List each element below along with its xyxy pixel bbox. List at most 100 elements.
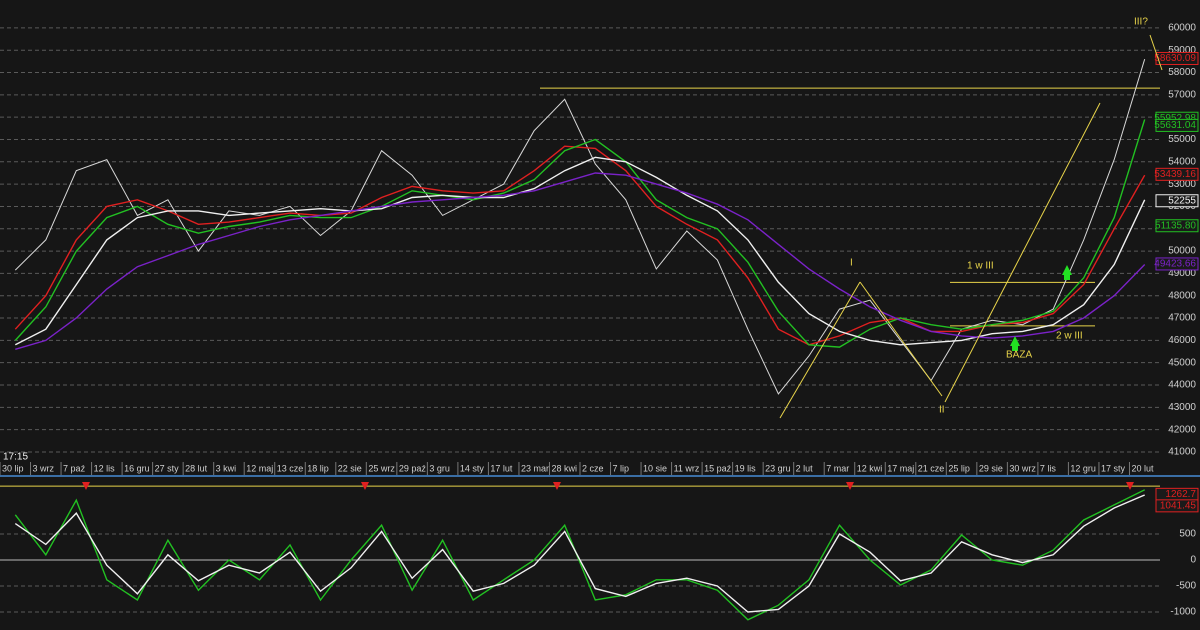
y-tick-label: 59000 [1168, 45, 1196, 56]
x-tick-label: 7 paź [63, 463, 86, 473]
last-value-box [1155, 257, 1199, 271]
x-tick-label: 28 kwi [551, 463, 577, 473]
last-value-box [1155, 499, 1199, 513]
x-tick-label: 30 wrz [1009, 463, 1036, 473]
x-tick-label: 25 lip [948, 463, 970, 473]
x-tick-label: 23 mar [521, 463, 549, 473]
x-tick-label: 3 gru [429, 463, 450, 473]
y-tick-label: 500 [1179, 529, 1196, 540]
x-tick-label: 10 sie [643, 463, 667, 473]
y-tick-label: -500 [1176, 581, 1196, 592]
series-line [14, 58, 1146, 395]
x-tick-label: 17 lut [490, 463, 513, 473]
last-value-label: 1041.45 [1160, 500, 1197, 511]
y-tick-label: 45000 [1168, 357, 1196, 368]
y-tick-label: 53000 [1168, 179, 1196, 190]
y-tick-label: 60000 [1168, 23, 1196, 34]
y-tick-label: 50000 [1168, 246, 1196, 257]
x-tick-label: 28 lut [185, 463, 208, 473]
x-tick-label: 18 lip [307, 463, 329, 473]
arrow-up [1062, 265, 1072, 275]
x-tick-label: 27 sty [155, 463, 180, 473]
last-value-label: 55631.04 [1154, 120, 1196, 131]
x-tick-label: 21 cze [918, 463, 945, 473]
x-tick-label: 29 sie [979, 463, 1003, 473]
annotation: I [850, 258, 853, 269]
signal-arrows [82, 482, 1134, 490]
x-tick-label: 12 kwi [857, 463, 883, 473]
plot: 41000 42000 43000 44000 45000 46000 47000 48000… [0, 23, 1199, 621]
x-tick-label: 11 wrz [674, 463, 700, 473]
last-value-label: 55952.98 [1154, 113, 1196, 124]
time-label: 17:15 [3, 452, 28, 463]
x-tick-label: 30 lip [2, 463, 24, 473]
series-line [14, 494, 1145, 613]
arrow-up [1010, 336, 1020, 346]
last-value-box [1155, 118, 1199, 132]
last-value-label: 1262.7 [1165, 489, 1196, 500]
x-tick-label: 17 sty [1101, 463, 1126, 473]
x-tick-label: 29 paź [399, 463, 427, 473]
y-tick-label: 0 [1190, 555, 1196, 566]
x-tick-label: 13 cze [277, 463, 304, 473]
x-tick-label: 12 maj [246, 463, 273, 473]
y-tick-label: 54000 [1168, 156, 1196, 167]
y-tick-label: 46000 [1168, 335, 1196, 346]
trend-line [1149, 34, 1163, 71]
y-tick-label: 44000 [1168, 380, 1196, 391]
y-tick-label: -1000 [1170, 607, 1196, 618]
arrow-up [1012, 346, 1018, 351]
x-tick-label: 7 lis [1040, 463, 1057, 473]
annotation: 2 w III [1056, 331, 1083, 342]
y-tick-label: 41000 [1168, 447, 1196, 458]
x-tick-label: 12 gru [1070, 463, 1096, 473]
x-tick-label: 20 lut [1131, 463, 1154, 473]
last-value-box [1155, 167, 1199, 181]
series-line [14, 145, 1146, 346]
last-value-label: 53439.16 [1154, 169, 1196, 180]
x-tick-label: 12 lis [94, 463, 116, 473]
x-tick-label: 3 kwi [216, 463, 237, 473]
y-tick-label: 48000 [1168, 290, 1196, 301]
last-value-label: 58630.09 [1154, 53, 1196, 64]
x-tick-label: 7 mar [826, 463, 849, 473]
last-value-box [1155, 194, 1199, 208]
last-value-label: 51135.80 [1155, 220, 1196, 231]
x-tick-label: 25 wrz [368, 463, 395, 473]
series-line [14, 489, 1146, 621]
x-tick-label: 14 sty [460, 463, 485, 473]
x-tick-label: 23 gru [765, 463, 791, 473]
last-value-box [1155, 219, 1199, 233]
x-tick-label: 15 paź [704, 463, 732, 473]
arrow-up [1064, 275, 1070, 280]
y-tick-label: 57000 [1168, 89, 1196, 100]
x-tick-label: 2 cze [582, 463, 604, 473]
x-tick-label: 3 wrz [33, 463, 55, 473]
last-value-label: 52255 [1168, 195, 1196, 206]
y-tick-label: 49000 [1168, 268, 1196, 279]
x-tick-label: 2 lut [796, 463, 814, 473]
last-value-box [1155, 51, 1199, 65]
x-tick-label: 19 lis [735, 463, 757, 473]
y-tick-label: 43000 [1168, 402, 1196, 413]
last-value-label: 49423.66 [1154, 259, 1196, 270]
y-tick-label: 55000 [1168, 134, 1196, 145]
series-line [15, 172, 1146, 350]
trend-line [859, 281, 943, 397]
x-tick-label: 17 maj [887, 463, 914, 473]
x-tick-label: 22 sie [338, 463, 362, 473]
annotation: II [939, 405, 945, 416]
x-tick-label: 16 gru [124, 463, 150, 473]
y-tick-label: 42000 [1168, 424, 1196, 435]
annotation: 1 w III [967, 261, 994, 272]
annotation: BAZA [1006, 350, 1032, 361]
trend-line [779, 281, 861, 419]
y-tick-label: 47000 [1168, 313, 1196, 324]
series-line [14, 156, 1146, 346]
trend-line [944, 102, 1101, 403]
y-tick-label: 58000 [1168, 67, 1196, 78]
annotation: III? [1134, 17, 1148, 28]
x-tick-label: 7 lip [613, 463, 630, 473]
